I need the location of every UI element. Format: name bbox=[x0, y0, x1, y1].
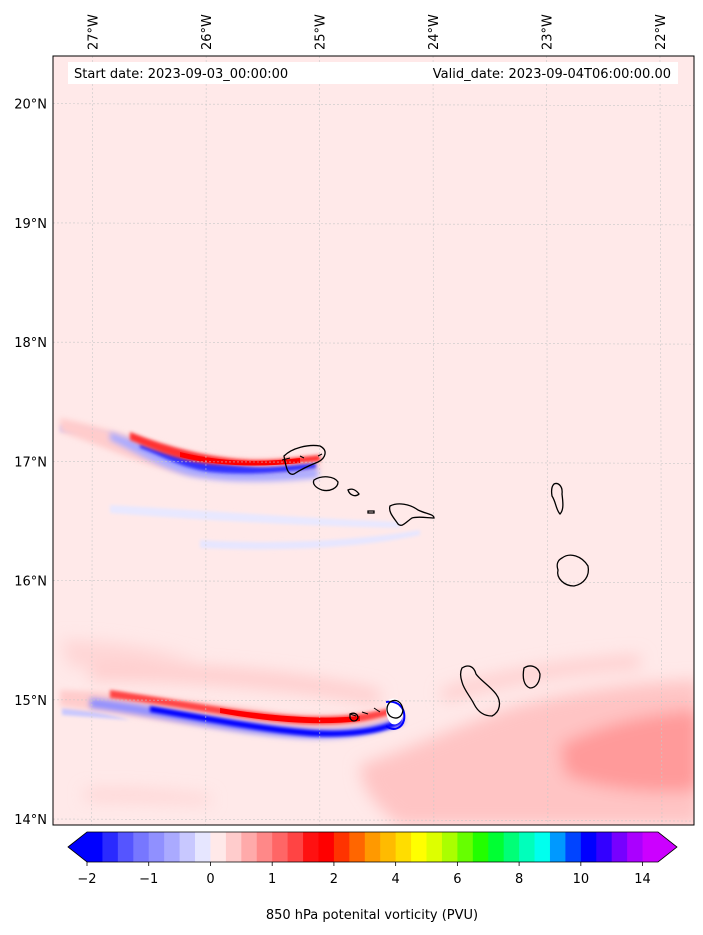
colorbar-cell bbox=[426, 832, 443, 862]
gridlines bbox=[53, 56, 694, 825]
parallel-gridline bbox=[53, 103, 694, 106]
colorbar-cell bbox=[225, 832, 242, 862]
meridian-gridline bbox=[432, 56, 435, 825]
colorbar-cell bbox=[117, 832, 134, 862]
colorbar-cell bbox=[411, 832, 427, 862]
positive-contour-marks bbox=[281, 453, 381, 717]
meridian-gridline bbox=[546, 56, 549, 825]
colorbar-cell bbox=[580, 832, 597, 862]
colorbar-cell bbox=[364, 832, 381, 862]
valid-date-label: Valid_date: 2023-09-04T06:00:00.00 bbox=[433, 67, 671, 82]
colorbar-tick-label: 8 bbox=[515, 872, 523, 887]
longitude-tick-label: 24°W bbox=[427, 14, 442, 50]
island-boa-vista bbox=[556, 554, 590, 587]
colorbar-tick-label: 1 bbox=[268, 872, 276, 887]
parallel-gridline bbox=[53, 222, 694, 226]
colorbar-cell bbox=[303, 832, 319, 862]
colorbar-tick-label: 0 bbox=[206, 872, 214, 887]
colorbar-cell bbox=[596, 832, 613, 862]
colorbar-cell bbox=[287, 832, 304, 862]
colorbar-tick-label: 10 bbox=[573, 872, 590, 887]
colorbar-cell bbox=[349, 832, 366, 862]
colorbar-under-extend bbox=[68, 832, 87, 862]
meridian-gridline bbox=[91, 56, 94, 825]
colorbar-over-extend bbox=[658, 832, 677, 862]
latitude-tick-label: 15°N bbox=[14, 694, 47, 709]
parallel-gridline bbox=[53, 461, 694, 464]
longitude-tick-label: 25°W bbox=[314, 14, 329, 50]
colorbar-cell bbox=[102, 832, 119, 862]
parallel-gridline bbox=[53, 580, 694, 583]
map-frame bbox=[52, 55, 695, 826]
start-date-label: Start date: 2023-09-03_00:00:00 bbox=[74, 67, 288, 82]
colorbar-cell bbox=[549, 832, 566, 862]
colorbar-cell bbox=[272, 832, 289, 862]
colorbar-tick-label: −2 bbox=[77, 872, 96, 887]
latitude-tick-label: 20°N bbox=[14, 98, 47, 113]
colorbar-tick-label: 2 bbox=[330, 872, 338, 887]
colorbar-cell bbox=[179, 832, 196, 862]
latitude-tick-labels: 20°N 19°N 18°N 17°N 16°N 15°N 14°N bbox=[14, 98, 47, 828]
map-panel: Start date: 2023-09-03_00:00:00 Valid_da… bbox=[14, 14, 695, 828]
colorbar-cell bbox=[318, 832, 335, 862]
parallel-gridline bbox=[53, 341, 694, 345]
longitude-tick-label: 22°W bbox=[654, 14, 669, 50]
colorbar-cell bbox=[333, 832, 350, 862]
colorbar-tick-label: 4 bbox=[392, 872, 400, 887]
colorbar-tick-labels: −2 −1 0 1 2 4 6 8 10 14 bbox=[77, 862, 651, 887]
colorbar-cells bbox=[87, 832, 659, 862]
island-sao-nicolau bbox=[367, 503, 435, 526]
colorbar-tick-label: −1 bbox=[139, 872, 158, 887]
colorbar-cell bbox=[441, 832, 458, 862]
colorbar-cell bbox=[256, 832, 273, 862]
colorbar-cell bbox=[133, 832, 150, 862]
island-brava bbox=[349, 712, 359, 722]
colorbar: −2 −1 0 1 2 4 6 8 10 14 850 hPa potenital vortici… bbox=[67, 831, 678, 923]
colorbar-cell bbox=[241, 832, 258, 862]
colorbar-cell bbox=[195, 832, 211, 862]
colorbar-cell bbox=[164, 832, 180, 862]
colorbar-cell bbox=[503, 832, 520, 862]
island-fogo bbox=[386, 699, 404, 719]
longitude-tick-label: 23°W bbox=[541, 14, 556, 50]
colorbar-label: 850 hPa potenital vorticity (PVU) bbox=[266, 908, 478, 923]
colorbar-cell bbox=[565, 832, 582, 862]
island-sal bbox=[550, 482, 564, 515]
latitude-tick-label: 18°N bbox=[14, 336, 47, 351]
colorbar-tick-label: 14 bbox=[634, 872, 651, 887]
colorbar-cell bbox=[519, 832, 535, 862]
parallel-gridline bbox=[53, 818, 694, 822]
meridian-gridline bbox=[659, 56, 663, 825]
colorbar-tick-label: 6 bbox=[453, 872, 461, 887]
colorbar-cell bbox=[457, 832, 474, 862]
colorbar-cell bbox=[210, 832, 227, 862]
colorbar-cell bbox=[642, 832, 659, 862]
island-santa-luzia bbox=[347, 488, 360, 497]
longitude-tick-labels: 27°W 26°W 25°W 24°W 23°W 22°W bbox=[87, 14, 669, 50]
longitude-tick-label: 26°W bbox=[200, 14, 215, 50]
island-maio bbox=[522, 665, 541, 689]
colorbar-cell bbox=[534, 832, 551, 862]
latitude-tick-label: 14°N bbox=[14, 813, 47, 828]
colorbar-cell bbox=[472, 832, 489, 862]
latitude-tick-label: 16°N bbox=[14, 575, 47, 590]
parallel-gridline bbox=[53, 699, 694, 703]
colorbar-cell bbox=[488, 832, 505, 862]
island-santiago bbox=[459, 665, 501, 717]
latitude-tick-label: 17°N bbox=[14, 455, 47, 470]
longitude-tick-label: 27°W bbox=[87, 14, 102, 50]
colorbar-cell bbox=[148, 832, 165, 862]
colorbar-cell bbox=[87, 832, 103, 862]
colorbar-cell bbox=[395, 832, 412, 862]
latitude-tick-label: 19°N bbox=[14, 217, 47, 232]
coastlines bbox=[283, 444, 590, 722]
island-santo-antao bbox=[283, 444, 326, 475]
colorbar-cell bbox=[380, 832, 397, 862]
colorbar-cell bbox=[611, 832, 628, 862]
island-sao-vicente bbox=[312, 476, 339, 492]
colorbar-cell bbox=[627, 832, 643, 862]
date-annotation-box bbox=[68, 62, 678, 84]
